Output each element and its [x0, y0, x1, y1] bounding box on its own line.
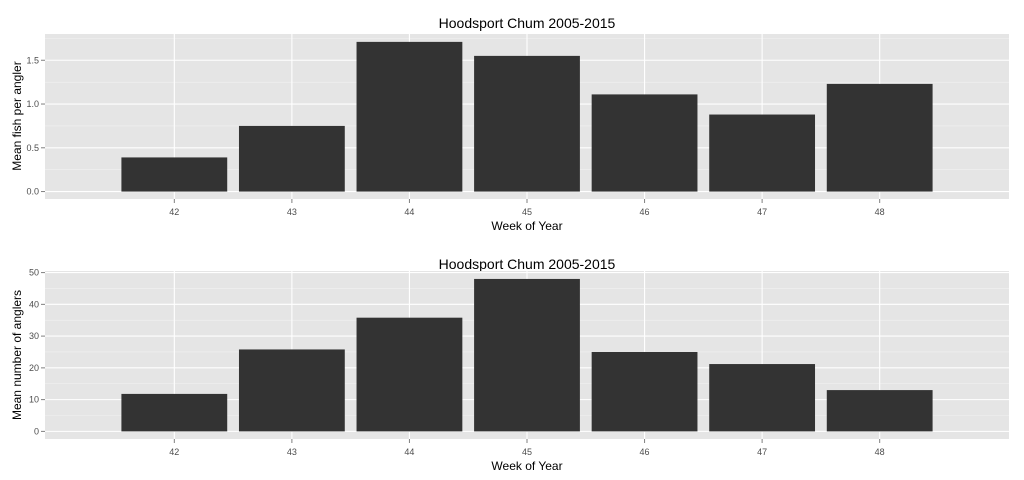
x-tick-label: 46	[640, 447, 650, 457]
x-tick-label: 46	[640, 207, 650, 217]
y-tick-label: 20	[29, 363, 39, 373]
y-axis-ticks: 0.0 0.5 1.0 1.5	[26, 55, 45, 197]
chart-title: Hoodsport Chum 2005-2015	[439, 256, 616, 272]
x-tick-label: 48	[875, 207, 885, 217]
x-tick-label: 43	[287, 207, 297, 217]
bar	[121, 393, 228, 432]
y-axis-label: Mean fish per angler	[10, 61, 24, 170]
x-axis-label: Week of Year	[491, 459, 562, 473]
x-tick-label: 47	[757, 207, 767, 217]
y-axis-label: Mean number of anglers	[10, 290, 24, 420]
chart-title: Hoodsport Chum 2005-2015	[439, 15, 616, 31]
y-tick-label: 1.0	[26, 99, 39, 109]
y-axis-ticks: 0 10 20 30 40 50	[29, 268, 45, 436]
y-tick-label: 50	[29, 268, 39, 278]
bars	[121, 41, 933, 192]
bar	[591, 94, 698, 192]
y-tick-label: 10	[29, 395, 39, 405]
x-tick-label: 42	[169, 447, 179, 457]
x-tick-label: 42	[169, 207, 179, 217]
y-tick-label: 40	[29, 299, 39, 309]
x-tick-label: 48	[875, 447, 885, 457]
chart-fish-per-angler: Hoodsport Chum 2005-2015 0.0 0.5 1.0 1.5 42…	[10, 15, 1009, 233]
y-tick-label: 0	[34, 426, 39, 436]
x-axis-ticks: 42 43 44 45 46 47 48	[169, 199, 885, 217]
x-tick-label: 47	[757, 447, 767, 457]
x-tick-label: 45	[522, 447, 532, 457]
bar	[591, 351, 698, 432]
bar	[121, 157, 228, 192]
bars	[121, 278, 933, 432]
x-axis-label: Week of Year	[491, 219, 562, 233]
y-tick-label: 0.0	[26, 187, 39, 197]
bar	[238, 125, 345, 192]
x-tick-label: 44	[404, 207, 414, 217]
bar	[474, 55, 580, 192]
bar	[474, 278, 580, 432]
x-tick-label: 44	[404, 447, 414, 457]
bar	[826, 83, 933, 192]
bar	[356, 317, 463, 432]
y-tick-label: 30	[29, 331, 39, 341]
x-tick-label: 45	[522, 207, 532, 217]
bar	[709, 114, 816, 192]
x-axis-ticks: 42 43 44 45 46 47 48	[169, 439, 885, 457]
bar	[238, 349, 345, 432]
y-tick-label: 0.5	[26, 143, 39, 153]
x-tick-label: 43	[287, 447, 297, 457]
y-tick-label: 1.5	[26, 55, 39, 65]
bar	[356, 41, 463, 192]
bar	[826, 390, 933, 432]
bar	[709, 364, 816, 432]
